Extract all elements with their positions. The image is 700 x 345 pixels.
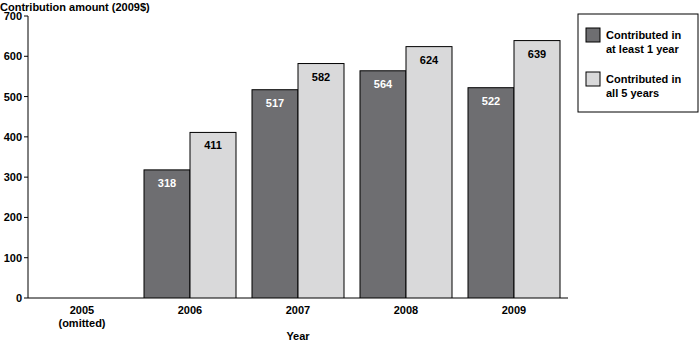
- y-tick: [24, 56, 28, 57]
- bar: [514, 41, 560, 298]
- x-tick-label: 2007: [286, 304, 310, 316]
- x-tick-label-line: 2007: [286, 304, 310, 316]
- x-tick-label: 2009: [502, 304, 526, 316]
- legend: Contributed inat least 1 yearContributed…: [578, 14, 698, 112]
- x-tick-label: 2006: [178, 304, 202, 316]
- y-tick-label: 600: [4, 50, 22, 62]
- bar: [190, 132, 236, 298]
- data-label: 624: [420, 54, 439, 66]
- y-tick: [24, 177, 28, 178]
- y-tick: [24, 298, 28, 299]
- data-label: 411: [204, 139, 222, 151]
- data-label: 564: [374, 78, 393, 90]
- data-label: 582: [312, 71, 330, 83]
- x-tick-label-line: 2008: [394, 304, 418, 316]
- legend-swatch: [586, 72, 600, 86]
- bars: [144, 41, 560, 298]
- legend-label-line: Contributed in: [606, 73, 681, 85]
- x-tick-label-line: 2009: [502, 304, 526, 316]
- y-tick-label: 200: [4, 211, 22, 223]
- y-tick-label: 100: [4, 252, 22, 264]
- x-tick-label-line: 2005: [70, 304, 94, 316]
- legend-label: Contributed in at least 1 year: [606, 29, 681, 55]
- data-label: 639: [528, 48, 546, 60]
- bar: [468, 88, 514, 298]
- bar: [144, 170, 190, 298]
- y-tick: [24, 16, 28, 17]
- data-label: 517: [266, 97, 284, 109]
- y-tick: [24, 257, 28, 258]
- y-tick-label: 500: [4, 91, 22, 103]
- y-tick: [24, 217, 28, 218]
- x-tick-label: 2008: [394, 304, 418, 316]
- legend-label-line: all 5 years: [606, 87, 659, 99]
- x-tick-label: 2005(omitted): [58, 304, 105, 329]
- y-tick-label: 0: [16, 292, 22, 304]
- legend-box: [578, 14, 698, 112]
- legend-label-line: at least 1 year: [606, 43, 679, 55]
- y-tick: [24, 96, 28, 97]
- y-tick-label: 700: [4, 10, 22, 22]
- bar: [360, 71, 406, 298]
- bar: [406, 47, 452, 298]
- legend-swatch: [586, 28, 600, 42]
- data-label: 318: [158, 177, 176, 189]
- y-tick: [24, 136, 28, 137]
- data-label: 522: [482, 95, 500, 107]
- y-axis-label: Contribution amount (2009$): [0, 1, 150, 13]
- x-tick-label-line: 2006: [178, 304, 202, 316]
- chart: Contribution amount (2009$) 0 100 200 300 400…: [0, 0, 700, 345]
- x-axis-label: Year: [286, 330, 310, 342]
- legend-label-line: Contributed in: [606, 29, 681, 41]
- bar: [298, 64, 344, 298]
- legend-label: Contributed in all 5 years: [606, 73, 681, 99]
- y-axis-line: [28, 16, 29, 298]
- y-tick-label: 300: [4, 171, 22, 183]
- x-tick-label-line: (omitted): [58, 317, 105, 329]
- y-tick-label: 400: [4, 131, 22, 143]
- bar: [252, 90, 298, 298]
